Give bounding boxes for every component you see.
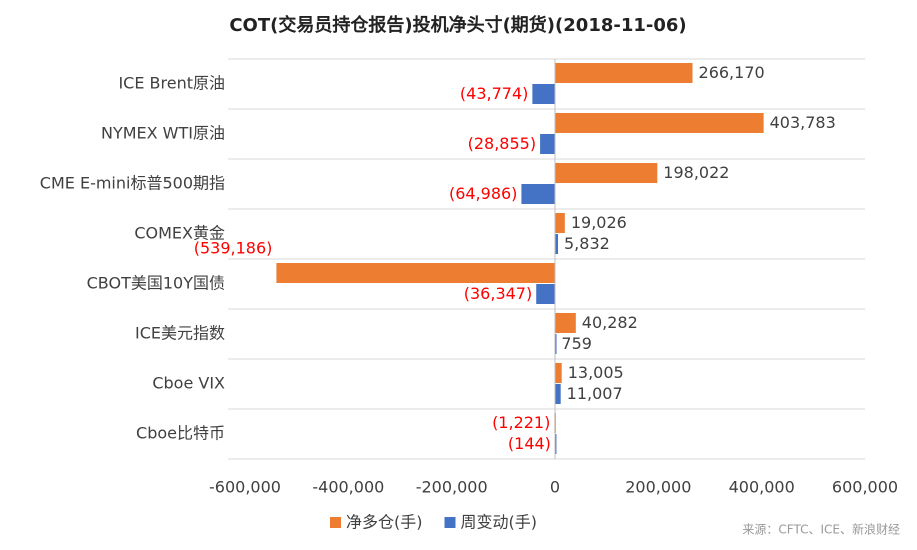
bar bbox=[555, 363, 562, 383]
bar bbox=[532, 84, 555, 104]
legend-swatch bbox=[330, 517, 341, 528]
x-tick-label: -200,000 bbox=[416, 478, 488, 497]
value-label: (1,221) bbox=[492, 413, 550, 432]
bar bbox=[555, 63, 693, 83]
x-tick-label: -400,000 bbox=[312, 478, 384, 497]
legend-label: 净多仓(手) bbox=[346, 513, 423, 532]
value-label: 13,005 bbox=[568, 363, 624, 382]
bar bbox=[555, 334, 557, 354]
value-label: (64,986) bbox=[449, 184, 517, 203]
x-tick-label: -600,000 bbox=[209, 478, 281, 497]
value-label: 759 bbox=[561, 334, 592, 353]
value-label: (539,186) bbox=[194, 239, 273, 258]
y-tick-label: NYMEX WTI原油 bbox=[101, 124, 225, 143]
value-label: 40,282 bbox=[582, 313, 638, 332]
legend-label: 周变动(手) bbox=[461, 513, 538, 532]
bar bbox=[536, 284, 555, 304]
bar bbox=[555, 113, 764, 133]
x-tick-label: 200,000 bbox=[625, 478, 691, 497]
x-tick-label: 400,000 bbox=[729, 478, 795, 497]
x-tick-label: 600,000 bbox=[832, 478, 898, 497]
value-label: (36,347) bbox=[464, 284, 532, 303]
value-label: 5,832 bbox=[564, 234, 610, 253]
value-label: 19,026 bbox=[571, 213, 627, 232]
bar bbox=[555, 234, 559, 254]
bar bbox=[555, 313, 576, 333]
source-note: 来源：CFTC、ICE、新浪财经 bbox=[742, 522, 900, 537]
y-tick-label: ICE Brent原油 bbox=[118, 74, 225, 93]
value-label: (28,855) bbox=[468, 134, 536, 153]
value-label: 198,022 bbox=[663, 163, 729, 182]
y-tick-label: COMEX黄金 bbox=[134, 224, 225, 243]
chart-title: COT(交易员持仓报告)投机净头寸(期货)(2018-11-06) bbox=[229, 14, 686, 36]
y-tick-label: Cboe比特币 bbox=[136, 424, 225, 443]
bar bbox=[555, 213, 565, 233]
value-label: 403,783 bbox=[770, 113, 836, 132]
bar bbox=[521, 184, 555, 204]
y-tick-label: ICE美元指数 bbox=[135, 324, 225, 343]
bar bbox=[540, 134, 555, 154]
y-tick-label: Cboe VIX bbox=[152, 374, 225, 393]
y-tick-label: CBOT美国10Y国债 bbox=[87, 274, 225, 293]
value-label: 11,007 bbox=[567, 384, 623, 403]
bar bbox=[555, 384, 561, 404]
value-label: 266,170 bbox=[699, 63, 765, 82]
x-tick-label: 0 bbox=[550, 478, 560, 497]
bar bbox=[276, 263, 555, 283]
legend-swatch bbox=[444, 517, 456, 528]
value-label: (43,774) bbox=[460, 84, 528, 103]
bar bbox=[555, 163, 658, 183]
y-tick-label: CME E-mini标普500期指 bbox=[40, 174, 225, 193]
bar bbox=[554, 434, 557, 454]
value-label: (144) bbox=[508, 434, 551, 453]
